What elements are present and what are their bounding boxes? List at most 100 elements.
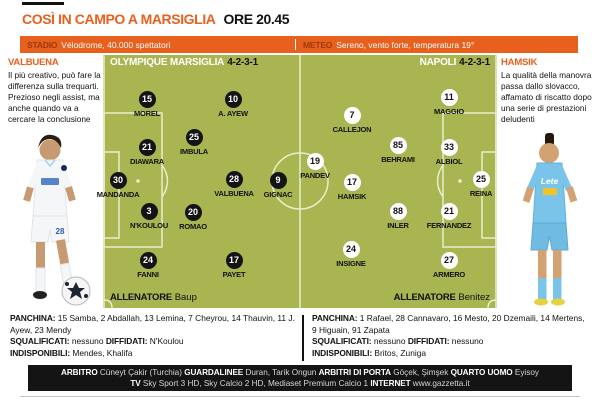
player-number: 28 [225, 171, 243, 188]
player-number: 17 [225, 252, 243, 269]
footer-label: GUARDALINEE [184, 368, 244, 377]
player-number: 88 [389, 203, 407, 220]
player-name: HAMSIK [337, 192, 367, 201]
home-unavailable-label: INDISPONIBILI: [10, 347, 71, 358]
home-coach-label: ALLENATORE [110, 292, 173, 303]
hamsik-note-text: La qualità della manovra passa dallo slo… [501, 70, 592, 124]
player-marker-insigne: 24 INSIGNE [311, 241, 391, 268]
footer-label: ARBITRO [61, 368, 98, 377]
player-marker-callejon: 7 CALLEJON [312, 107, 392, 134]
player-name: CALLEJON [332, 125, 372, 134]
player-name: MANDANDA [96, 190, 140, 199]
away-suspended-value: nessuno [373, 336, 406, 346]
info-divider [295, 39, 296, 50]
home-unavailable-value: Mendes, Khalifa [72, 347, 133, 358]
player-number: 19 [306, 153, 324, 170]
away-unavailable-label: INDISPONIBILI: [312, 347, 373, 358]
broadcast-line: TV Sky Sport 3 HD, Sky Calcio 2 HD, Medi… [28, 378, 572, 389]
footer-label: QUARTO UOMO [450, 368, 513, 377]
player-marker-behrami: 85 BEHRAMI [358, 137, 438, 164]
player-name: MAGGIO [433, 107, 465, 116]
kickoff-time: ORE 20.45 [223, 11, 290, 27]
player-number: 21 [138, 139, 156, 156]
away-team-name: NAPOLI [419, 57, 457, 68]
valbuena-note: VALBUENA Il più creativo, può fare la di… [8, 57, 101, 125]
player-name: A. AYEW [218, 109, 248, 118]
player-name: BEHRAMI [381, 155, 415, 164]
player-marker-payet: 17 PAYET [194, 252, 274, 279]
player-marker-armero: 27 ARMERO [409, 252, 489, 279]
player-number: 21 [440, 203, 458, 220]
valbuena-figure: 28 [23, 134, 91, 306]
footer-label: TV [130, 379, 141, 388]
player-name: VALBUENA [214, 189, 254, 198]
hamsik-photo: Lete [501, 128, 599, 313]
home-coach-name: Baup [174, 292, 197, 303]
player-number: 15 [138, 91, 156, 108]
player-number: 3 [140, 203, 158, 220]
player-name: INLER [387, 221, 409, 230]
player-name: MOREL [133, 109, 161, 118]
player-marker-gignac: 9 GIGNAC [238, 172, 318, 199]
home-suspended-value: nessuno [71, 336, 104, 346]
home-squad-panel: PANCHINA: 15 Samba, 2 Abdallah, 13 Lemin… [10, 313, 296, 359]
player-number: 33 [440, 139, 458, 156]
valbuena-note-text: Il più creativo, può fare la differenza … [8, 70, 101, 124]
player-marker-hamsik: 17 HAMSIK [312, 174, 392, 201]
player-marker-pandev: 19 PANDEV [275, 153, 355, 180]
away-formation: 4-2-3-1 [459, 57, 490, 68]
info-bar: STADIO Vélodrome, 40.000 spettatori METE… [20, 36, 578, 53]
bottom-rule [20, 396, 580, 397]
player-marker-valbuena: 28 VALBUENA [194, 171, 274, 198]
page-title: COSÌ IN CAMPO A MARSIGLIA ORE 20.45 [22, 11, 290, 27]
officials-line: ARBITRO Cüneyt Çakir (Turchia) GUARDALIN… [28, 367, 572, 378]
player-marker-maggio: 11 MAGGIO [409, 89, 489, 116]
stadium-value: Vélodrome, 40.000 spettatori [61, 39, 171, 50]
footer-value: Göçek, Şimşek [393, 368, 449, 377]
away-team-header: NAPOLI 4-2-3-1 [419, 57, 491, 68]
player-number: 24 [342, 241, 360, 258]
player-number: 9 [269, 172, 287, 189]
player-marker-morel: 15 MOREL [107, 91, 187, 118]
hamsik-note: HAMSIK La qualità della manovra passa da… [501, 57, 594, 125]
player-number: 10 [224, 91, 242, 108]
hamsik-note-title: HAMSIK [501, 57, 538, 68]
player-number: 24 [139, 252, 157, 269]
player-number: 17 [343, 174, 361, 191]
weather-value: Sereno, vento forte, temperatura 19° [336, 39, 475, 50]
player-name: REINA [469, 189, 493, 198]
away-booked-value: nessuno [451, 336, 484, 346]
home-booked-label: DIFFIDATI: [105, 336, 148, 346]
weather-section: METEO Sereno, vento forte, temperatura 1… [296, 40, 474, 50]
stadium-label: STADIO [27, 39, 58, 50]
home-team-name: OLYMPIQUE MARSIGLIA [110, 57, 225, 68]
player-marker-inler: 88 INLER [358, 203, 438, 230]
weather-label: METEO [303, 39, 333, 50]
player-marker-reina: 25 REINA [441, 171, 521, 198]
player-name: N'KOULOU [129, 221, 169, 230]
footer-value: Cüneyt Çakir (Turchia) [99, 368, 182, 377]
valbuena-shorts-number: 28 [56, 227, 65, 236]
away-suspended-label: SQUALIFICATI: [312, 336, 372, 346]
player-number: 25 [185, 129, 203, 146]
player-marker-mandanda: 30 MANDANDA [78, 172, 158, 199]
player-marker-imbula: 25 IMBULA [154, 129, 234, 156]
champions-patch-icon [61, 165, 67, 171]
panel-divider [302, 315, 304, 361]
player-name: PANDEV [300, 171, 330, 180]
player-number: 11 [440, 89, 458, 106]
player-marker-n-koulou: 3 N'KOULOU [109, 203, 189, 230]
champions-ball-icon [61, 276, 91, 306]
player-number: 7 [343, 107, 361, 124]
home-bench-list: 15 Samba, 2 Abdallah, 13 Lemina, 7 Cheyr… [10, 313, 295, 335]
player-name: PAYET [222, 270, 246, 279]
player-marker-fernandez: 21 FERNANDEZ [409, 203, 489, 230]
away-bench-list: 1 Rafael, 28 Cannavaro, 16 Mesto, 20 Dze… [312, 313, 585, 335]
home-suspended-label: SQUALIFICATI: [10, 336, 70, 346]
pitch: OLYMPIQUE MARSIGLIA 4-2-3-1 NAPOLI 4-2-3-1… [97, 55, 497, 308]
home-formation: 4-2-3-1 [227, 57, 259, 68]
headline: COSÌ IN CAMPO A MARSIGLIA [22, 11, 216, 27]
home-booked-value: N'Koulou [149, 336, 184, 346]
player-name: FANNI [137, 270, 159, 279]
away-bench-label: PANCHINA: [312, 313, 358, 323]
